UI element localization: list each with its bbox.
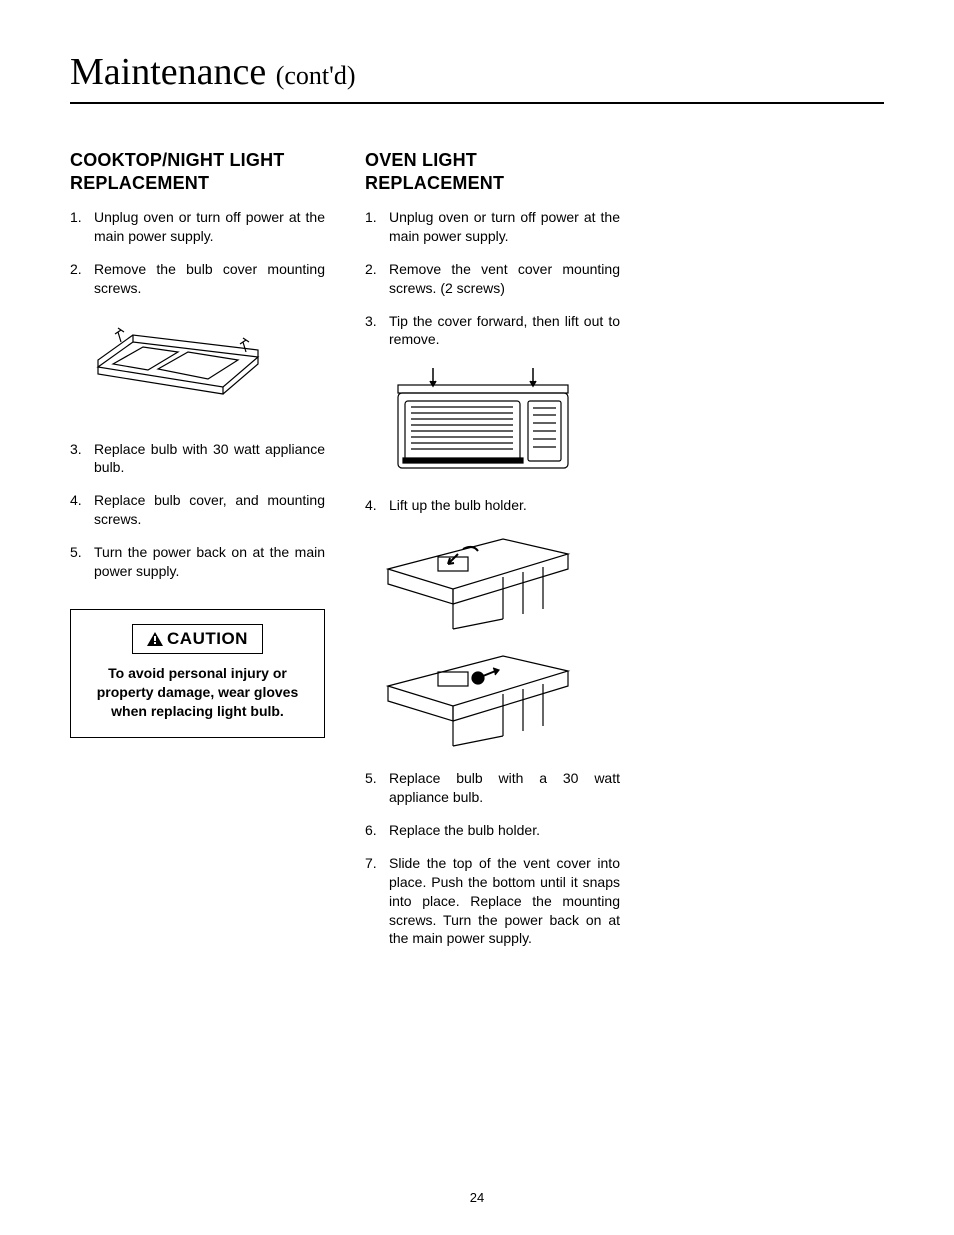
list-item: Lift up the bulb holder. [365,496,620,515]
list-item: Turn the power back on at the main power… [70,543,325,581]
oven-steps-a: Unplug oven or turn off power at the mai… [365,208,620,349]
list-item: Replace bulb with a 30 watt appliance bu… [365,769,620,807]
list-item: Unplug oven or turn off power at the mai… [70,208,325,246]
bulb-holder-figure-1 [383,529,573,634]
cooktop-heading: COOKTOP/NIGHT LIGHT REPLACEMENT [70,149,325,194]
page-number: 24 [0,1190,954,1205]
content-columns: COOKTOP/NIGHT LIGHT REPLACEMENT Unplug o… [70,149,884,962]
caution-label: CAUTION [167,629,248,648]
list-item: Slide the top of the vent cover into pla… [365,854,620,948]
oven-steps-b: Lift up the bulb holder. [365,496,620,515]
list-item: Tip the cover forward, then lift out to … [365,312,620,350]
warning-icon [147,632,163,646]
list-item: Replace bulb cover, and mounting screws. [70,491,325,529]
list-item: Replace bulb with 30 watt appliance bulb… [70,440,325,478]
oven-steps-c: Replace bulb with a 30 watt appliance bu… [365,769,620,948]
caution-box: CAUTION To avoid personal injury or prop… [70,609,325,738]
list-item: Replace the bulb holder. [365,821,620,840]
title-main: Maintenance [70,51,266,93]
oven-heading: OVEN LIGHT REPLACEMENT [365,149,620,194]
page-title: Maintenance (cont'd) [70,50,884,104]
microwave-front-figure [383,363,583,478]
caution-text: To avoid personal injury or property dam… [89,664,306,721]
left-column: COOKTOP/NIGHT LIGHT REPLACEMENT Unplug o… [70,149,325,962]
cooktop-steps-cont: Replace bulb with 30 watt appliance bulb… [70,440,325,581]
title-contd: (cont'd) [276,61,356,90]
bulb-cover-figure [88,312,268,422]
list-item: Remove the bulb cover mounting screws. [70,260,325,298]
right-column: OVEN LIGHT REPLACEMENT Unplug oven or tu… [365,149,620,962]
list-item: Unplug oven or turn off power at the mai… [365,208,620,246]
list-item: Remove the vent cover mounting screws. (… [365,260,620,298]
caution-header: CAUTION [132,624,263,654]
cooktop-steps: Unplug oven or turn off power at the mai… [70,208,325,298]
bulb-holder-figure-2 [383,646,573,751]
